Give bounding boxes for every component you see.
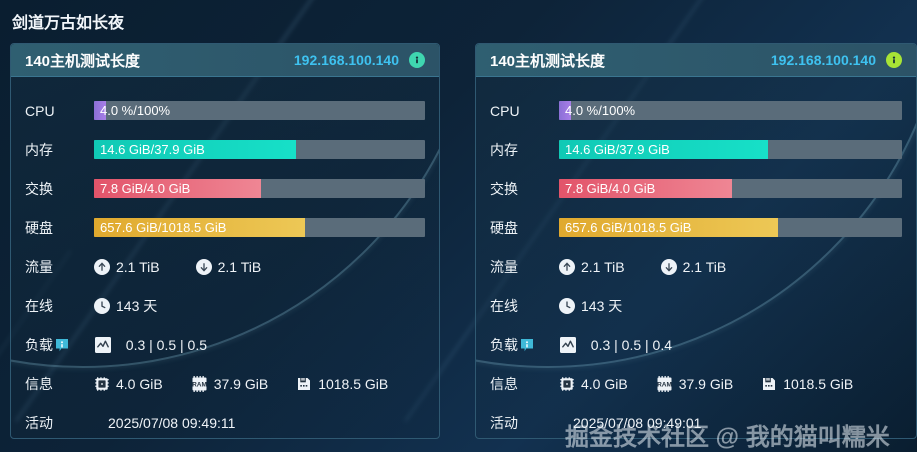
svg-text:RAM: RAM — [192, 381, 207, 388]
svg-text:RAM: RAM — [657, 381, 672, 388]
